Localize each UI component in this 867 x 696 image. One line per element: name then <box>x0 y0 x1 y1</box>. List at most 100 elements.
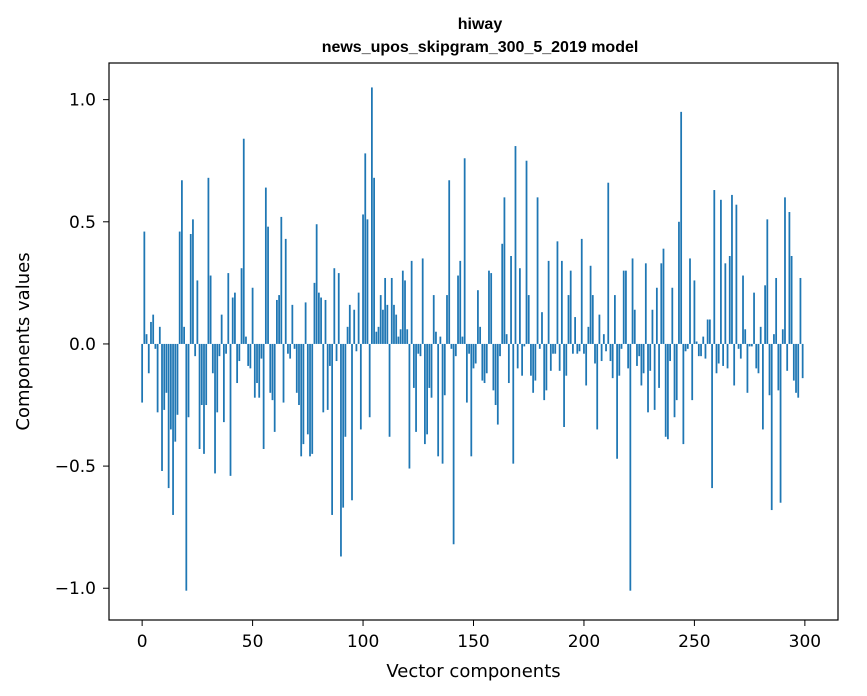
bar <box>181 180 183 344</box>
bar <box>598 314 601 344</box>
bar <box>507 343 510 384</box>
bar <box>496 343 499 425</box>
bar <box>607 182 610 344</box>
bar <box>534 343 537 381</box>
bar <box>618 343 621 376</box>
bar <box>479 326 482 344</box>
bar <box>359 343 362 430</box>
bar <box>744 329 747 344</box>
bar <box>483 343 486 384</box>
bar <box>229 343 232 476</box>
bar <box>335 343 338 362</box>
y-tick-label: −0.5 <box>55 457 96 477</box>
bar <box>664 343 667 437</box>
bar <box>331 343 333 515</box>
bar <box>565 343 568 376</box>
bar <box>395 314 398 344</box>
bar <box>602 334 605 344</box>
bar <box>366 219 369 344</box>
bar <box>766 219 769 344</box>
bar <box>684 343 687 352</box>
bar <box>731 194 733 344</box>
bar <box>282 343 285 403</box>
bar <box>596 343 599 430</box>
bar <box>209 275 212 344</box>
bar <box>715 343 718 374</box>
bar <box>236 343 239 384</box>
bar <box>465 343 468 403</box>
bar <box>457 275 459 344</box>
bar <box>781 329 784 344</box>
bar <box>337 273 340 344</box>
bar <box>249 343 252 369</box>
bar <box>189 234 192 344</box>
bar <box>251 287 254 344</box>
bar <box>357 292 360 344</box>
bar <box>198 343 201 449</box>
bar <box>147 343 150 374</box>
bar <box>642 343 645 374</box>
bar <box>580 238 583 344</box>
bar <box>649 343 652 371</box>
bar <box>629 343 632 591</box>
bar <box>567 295 570 344</box>
bar <box>655 287 658 344</box>
bar <box>474 343 477 364</box>
bar <box>563 343 565 427</box>
bar <box>494 343 497 406</box>
bar <box>295 343 298 393</box>
bar <box>576 343 579 354</box>
bar <box>775 277 778 344</box>
bar <box>702 336 705 344</box>
bar <box>708 319 711 344</box>
bar <box>165 343 168 393</box>
bar <box>256 343 258 384</box>
bar <box>512 343 515 464</box>
bar <box>176 343 179 415</box>
bar <box>669 343 671 362</box>
bar <box>238 343 241 362</box>
bar <box>207 177 210 344</box>
bar <box>653 343 656 410</box>
bar <box>499 343 501 357</box>
bar <box>722 343 725 366</box>
bar <box>300 343 303 457</box>
bar <box>271 343 274 401</box>
bar <box>554 343 557 354</box>
bar <box>753 292 755 344</box>
bar <box>616 343 618 459</box>
bar <box>490 273 493 344</box>
bar <box>799 277 802 344</box>
y-tick-label: 0.5 <box>69 213 96 233</box>
bar <box>525 160 528 344</box>
chart-title: hiway news_upos_skipgram_300_5_2019 mode… <box>322 16 639 56</box>
bar <box>169 343 172 430</box>
y-axis-ticks: −1.0 −0.5 0.0 0.5 1.0 <box>55 91 109 599</box>
bar <box>245 336 247 344</box>
bar <box>435 331 437 344</box>
bar <box>415 343 417 432</box>
bar <box>673 343 676 418</box>
bar <box>750 343 753 347</box>
bar <box>545 343 548 391</box>
bar <box>640 343 643 386</box>
bar <box>481 343 484 381</box>
bar <box>658 343 660 388</box>
bar <box>686 343 689 349</box>
bar <box>485 343 488 374</box>
bar <box>757 343 760 374</box>
bar <box>667 343 669 440</box>
bar <box>200 343 203 406</box>
bar <box>770 343 773 511</box>
bar <box>609 343 612 362</box>
bar <box>538 343 541 349</box>
bar <box>216 343 219 413</box>
bar <box>220 314 223 344</box>
bar <box>446 295 448 344</box>
bar <box>764 285 766 344</box>
bar <box>737 343 740 349</box>
x-axis-label: Vector components <box>386 661 560 682</box>
bar <box>234 292 236 344</box>
bar <box>792 343 795 381</box>
plot-frame <box>108 62 839 621</box>
